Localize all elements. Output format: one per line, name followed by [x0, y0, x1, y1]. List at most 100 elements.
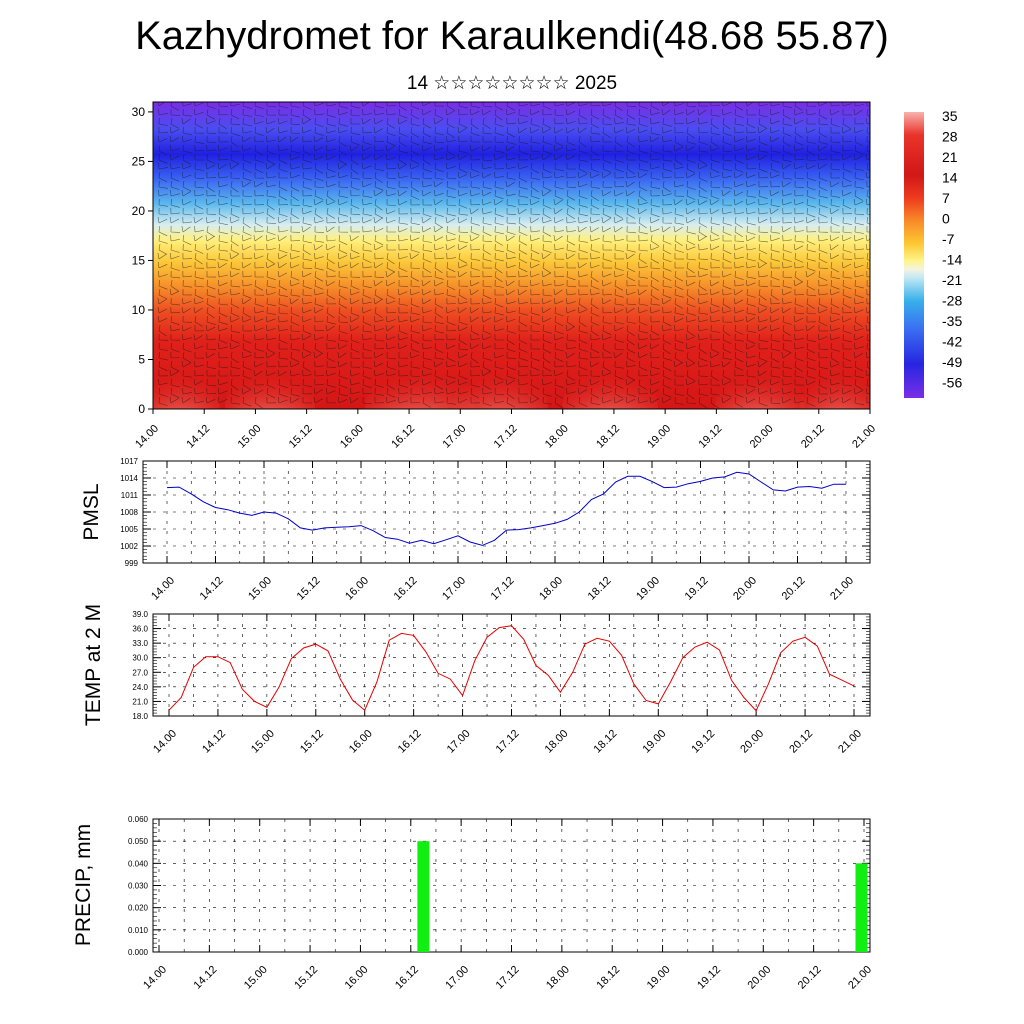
- wind-barb: [830, 306, 840, 315]
- wind-barb: [841, 387, 852, 395]
- wind-barb: [445, 216, 456, 224]
- wind-barb: [626, 369, 636, 381]
- colorbar-label: 35: [942, 108, 958, 124]
- wind-barb: [338, 207, 348, 217]
- wind-barb: [254, 243, 265, 251]
- wind-barb: [170, 234, 180, 242]
- wind-barb: [638, 243, 648, 252]
- wind-barb: [782, 243, 792, 253]
- wind-barb: [230, 207, 240, 219]
- wind-barb: [374, 378, 384, 388]
- y-tick-label: 24.0: [132, 683, 148, 692]
- wind-barb: [398, 108, 408, 119]
- wind-barb: [362, 360, 372, 369]
- wind-barb: [854, 261, 864, 269]
- wind-barb: [542, 108, 553, 116]
- wind-barb: [182, 351, 191, 363]
- wind-barb: [158, 324, 167, 337]
- wind-barb: [422, 378, 432, 386]
- wind-barb: [818, 102, 828, 107]
- wind-barb: [566, 198, 576, 210]
- x-tick-label: 18.12: [592, 728, 620, 756]
- wind-barb: [710, 180, 721, 189]
- x-tick-label: 16.00: [343, 964, 371, 992]
- wind-barb: [181, 324, 192, 332]
- wind-barb: [266, 342, 276, 354]
- wind-barb: [566, 333, 576, 342]
- wind-barb: [338, 333, 348, 342]
- wind-barb: [206, 252, 216, 261]
- wind-barb: [182, 342, 192, 353]
- wind-barb: [746, 252, 756, 262]
- wind-barb: [638, 225, 648, 235]
- wind-barb: [518, 360, 529, 368]
- wind-barb: [793, 315, 804, 323]
- wind-barb: [158, 162, 168, 170]
- wind-barb: [469, 234, 479, 242]
- wind-barb: [301, 225, 311, 233]
- wind-barb: [481, 333, 492, 341]
- wind-barb: [434, 243, 444, 251]
- wind-barb: [566, 243, 576, 253]
- wind-barb: [313, 243, 323, 251]
- wind-barb: [757, 378, 767, 386]
- wind-barb: [458, 261, 468, 269]
- wind-barb: [481, 108, 491, 116]
- wind-barb: [830, 154, 841, 161]
- wind-barb: [842, 333, 852, 343]
- wind-barb: [290, 243, 300, 253]
- wind-barb: [649, 387, 659, 395]
- wind-barb: [602, 207, 612, 219]
- wind-barb: [373, 360, 384, 368]
- wind-barb: [326, 126, 336, 134]
- wind-barb: [518, 297, 528, 305]
- wind-barb: [398, 208, 409, 215]
- wind-barb: [638, 324, 648, 334]
- wind-barb: [170, 270, 181, 279]
- wind-barb: [662, 117, 672, 127]
- wind-barb: [362, 270, 373, 278]
- wind-barb: [758, 243, 768, 255]
- wind-barb: [230, 297, 240, 309]
- y-tick-label: 0.020: [128, 904, 149, 913]
- wind-barb: [362, 297, 372, 305]
- wind-barb: [218, 387, 228, 395]
- wind-barb: [361, 117, 371, 125]
- wind-barb: [626, 342, 636, 354]
- wind-barb: [158, 387, 168, 397]
- wind-barb: [686, 126, 695, 139]
- series-line-continued: [506, 471, 846, 531]
- wind-barb: [290, 234, 301, 242]
- wind-barb: [230, 369, 241, 377]
- wind-barb: [494, 180, 504, 190]
- wind-barb: [218, 117, 227, 130]
- wind-barb: [217, 162, 227, 170]
- wind-barb: [434, 126, 444, 136]
- wind-barb: [782, 102, 792, 109]
- wind-barb: [242, 189, 253, 197]
- wind-barb: [374, 108, 384, 116]
- wind-barb: [817, 306, 828, 314]
- wind-barb: [326, 369, 336, 377]
- x-tick-label: 21.00: [850, 423, 878, 451]
- wind-barb: [578, 351, 588, 360]
- wind-barb: [841, 153, 852, 161]
- wind-barb: [589, 378, 600, 386]
- wind-barb: [566, 288, 576, 296]
- wind-barb: [434, 252, 445, 260]
- wind-barb: [709, 279, 720, 287]
- wind-barb: [518, 144, 528, 155]
- wind-barb: [746, 324, 756, 333]
- wind-barb: [782, 261, 792, 269]
- wind-barb: [566, 180, 577, 188]
- wind-barb: [434, 261, 443, 274]
- wind-barb: [230, 306, 240, 318]
- wind-barb: [842, 351, 852, 362]
- wind-barb: [529, 396, 539, 404]
- wind-barb: [158, 270, 168, 278]
- wind-barb: [842, 306, 853, 314]
- wind-barb: [722, 387, 732, 398]
- wind-barb: [313, 396, 324, 404]
- wind-barb: [734, 117, 744, 126]
- wind-barb: [734, 270, 744, 280]
